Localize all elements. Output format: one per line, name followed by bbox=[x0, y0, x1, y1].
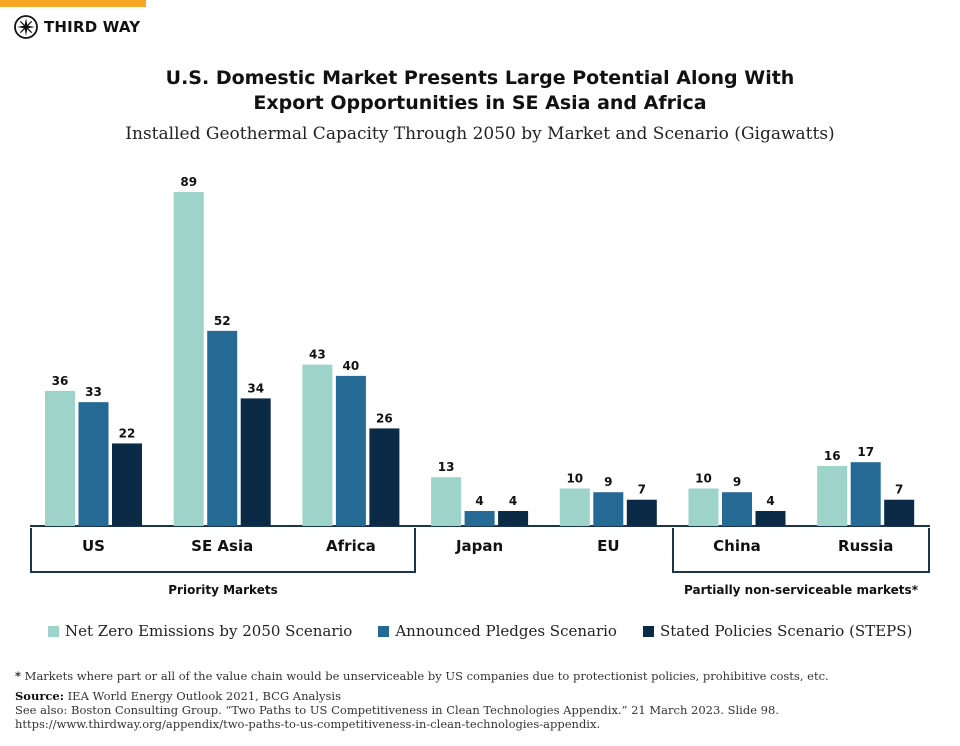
legend-swatch-steps bbox=[642, 625, 654, 637]
category-label-se-asia: SE Asia bbox=[191, 537, 253, 555]
data-label-us-aps: 33 bbox=[85, 385, 102, 399]
data-label-africa-steps: 26 bbox=[376, 411, 393, 425]
bar-us-aps bbox=[78, 402, 109, 526]
bar-us-steps bbox=[112, 443, 142, 526]
bar-chart: 36 33 22 US 89 52 34 SE Asia 43 40 26 Africa 13 4 4 Jap… bbox=[30, 175, 930, 597]
legend-item-nze: Net Zero Emissions by 2050 Scenario bbox=[48, 622, 352, 640]
data-label-se-asia-nze: 89 bbox=[180, 175, 197, 189]
bar-china-nze bbox=[688, 488, 719, 526]
group-bracket-partially-non-serviceable bbox=[672, 528, 930, 573]
data-label-eu-aps: 9 bbox=[604, 475, 612, 489]
chart-legend: Net Zero Emissions by 2050 Scenario Anno… bbox=[48, 622, 938, 640]
data-label-japan-nze: 13 bbox=[438, 460, 455, 474]
bar-se-asia-steps bbox=[240, 398, 271, 526]
legend-label-nze: Net Zero Emissions by 2050 Scenario bbox=[65, 622, 353, 640]
brand-accent-bar bbox=[0, 0, 146, 7]
data-label-china-nze: 10 bbox=[695, 471, 712, 485]
data-label-eu-steps: 7 bbox=[638, 483, 646, 497]
bar-russia-aps bbox=[850, 462, 881, 526]
legend-swatch-aps bbox=[378, 625, 390, 637]
see-also-text: See also: Boston Consulting Group. “Two … bbox=[15, 703, 779, 717]
data-label-china-aps: 9 bbox=[733, 475, 741, 489]
bar-china-aps bbox=[722, 492, 752, 526]
bar-africa-nze bbox=[302, 364, 333, 526]
bar-africa-steps bbox=[369, 428, 400, 526]
footnote-star: * bbox=[15, 669, 22, 683]
data-label-se-asia-steps: 34 bbox=[247, 381, 264, 395]
bar-japan-aps bbox=[464, 510, 495, 526]
data-label-russia-nze: 16 bbox=[824, 449, 841, 463]
footnote-text: Markets where part or all of the value c… bbox=[24, 669, 829, 683]
bar-se-asia-nze bbox=[173, 192, 204, 526]
category-label-china: China bbox=[713, 537, 761, 555]
data-label-russia-steps: 7 bbox=[895, 483, 903, 497]
bar-japan-steps bbox=[498, 510, 529, 526]
data-label-us-nze: 36 bbox=[52, 374, 69, 388]
bar-eu-steps bbox=[626, 499, 657, 526]
data-label-africa-nze: 43 bbox=[309, 348, 326, 362]
source-block: Source: IEA World Energy Outlook 2021, B… bbox=[15, 689, 779, 731]
category-label-eu: EU bbox=[597, 537, 619, 555]
bar-russia-nze bbox=[817, 465, 848, 526]
category-label-russia: Russia bbox=[838, 537, 893, 555]
data-label-se-asia-aps: 52 bbox=[214, 314, 231, 328]
category-label-africa: Africa bbox=[326, 537, 376, 555]
bar-eu-nze bbox=[559, 488, 590, 526]
bar-china-steps bbox=[755, 510, 786, 526]
data-label-us-steps: 22 bbox=[119, 426, 136, 440]
brand-logo-group: THIRD WAY bbox=[14, 14, 140, 40]
bar-us-nze bbox=[45, 390, 75, 526]
source-text: IEA World Energy Outlook 2021, BCG Analy… bbox=[67, 689, 342, 703]
data-label-russia-aps: 17 bbox=[857, 445, 874, 459]
group-label-priority-markets: Priority Markets bbox=[168, 583, 277, 597]
category-label-us: US bbox=[82, 537, 105, 555]
chart-subtitle: Installed Geothermal Capacity Through 20… bbox=[125, 124, 835, 144]
bar-se-asia-aps bbox=[207, 330, 238, 526]
data-label-japan-aps: 4 bbox=[475, 494, 483, 508]
legend-label-aps: Announced Pledges Scenario bbox=[395, 622, 617, 640]
chart-title-line-2: Export Opportunities in SE Asia and Afri… bbox=[253, 92, 707, 114]
legend-item-aps: Announced Pledges Scenario bbox=[378, 622, 617, 640]
category-label-japan: Japan bbox=[455, 537, 503, 555]
data-label-japan-steps: 4 bbox=[509, 494, 517, 508]
group-bracket-priority-markets bbox=[30, 528, 416, 573]
source-label: Source: bbox=[15, 689, 64, 703]
bar-russia-steps bbox=[884, 499, 915, 526]
chart-title-line-1: U.S. Domestic Market Presents Large Pote… bbox=[165, 67, 795, 89]
group-label-partially-non-serviceable: Partially non-serviceable markets* bbox=[684, 583, 919, 597]
data-label-africa-aps: 40 bbox=[343, 359, 360, 373]
data-label-china-steps: 4 bbox=[766, 494, 774, 508]
bar-eu-aps bbox=[593, 492, 624, 526]
brand-name: THIRD WAY bbox=[44, 18, 141, 36]
compass-logo-icon bbox=[14, 15, 38, 39]
bar-japan-nze bbox=[431, 477, 462, 526]
bar-africa-aps bbox=[335, 375, 366, 526]
legend-swatch-nze bbox=[48, 625, 59, 637]
legend-label-steps: Stated Policies Scenario (STEPS) bbox=[659, 622, 913, 640]
legend-item-steps: Stated Policies Scenario (STEPS) bbox=[642, 622, 913, 640]
footnote: * Markets where part or all of the value… bbox=[15, 669, 829, 683]
source-url: https://www.thirdway.org/appendix/two-pa… bbox=[15, 717, 601, 731]
data-label-eu-nze: 10 bbox=[566, 471, 583, 485]
